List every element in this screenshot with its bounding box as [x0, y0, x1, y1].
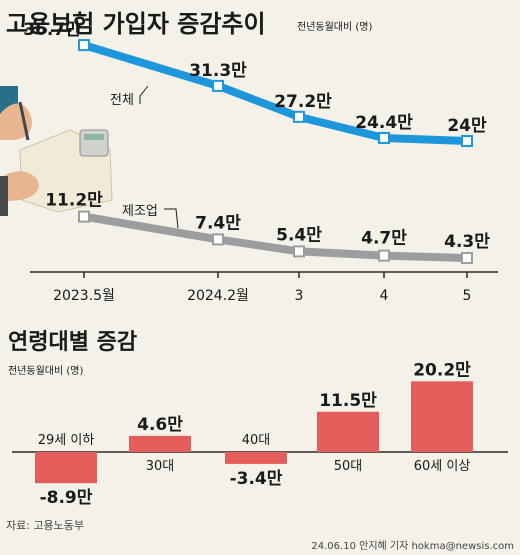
bar-category-label: 60세 이상 — [414, 459, 471, 474]
series-name-leader — [139, 85, 149, 104]
data-point — [78, 39, 90, 52]
bar-category-label: 40대 — [242, 433, 271, 448]
bar — [411, 381, 473, 452]
data-label: 31.3만 — [189, 61, 247, 81]
series-name-leader — [164, 208, 179, 229]
bar-value-label: 4.6만 — [137, 415, 183, 435]
line-chart-unit-note: 전년동월대비 (명) — [297, 21, 372, 33]
data-label: 24만 — [447, 116, 487, 136]
bar-category-label: 29세 이하 — [38, 433, 95, 448]
bar-chart-title: 연령대별 증감 — [8, 330, 137, 355]
x-tick-label: 2023.5월 — [53, 288, 115, 304]
credit-note: 24.06.10 안지혜 기자 hokma@newsis.com — [311, 540, 514, 552]
data-point — [378, 131, 390, 144]
data-label: 11.2만 — [45, 191, 103, 211]
bar — [35, 452, 97, 484]
bar-chart: -8.9만 29세 이하 4.6만 30대 -3.4만 40대 11.5만 50대 20.2만 6… — [12, 360, 508, 508]
bar-value-label: 20.2만 — [413, 360, 471, 380]
x-tick-label: 3 — [295, 288, 304, 304]
data-label: 4.7만 — [361, 229, 407, 249]
bar-category-label: 50대 — [334, 459, 363, 474]
data-point — [461, 135, 473, 147]
x-tick-label: 5 — [463, 288, 472, 304]
series-name-label: 제조업 — [122, 204, 158, 219]
data-point — [293, 245, 305, 258]
data-label: 27.2만 — [274, 92, 332, 112]
data-point — [212, 233, 224, 246]
data-label: 5.4만 — [276, 225, 322, 245]
data-label: 36.7만 — [23, 20, 81, 40]
data-point — [461, 252, 473, 264]
data-label: 7.4만 — [195, 213, 241, 233]
data-point — [212, 79, 224, 92]
bar — [129, 435, 191, 452]
source-note: 자료: 고용노동부 — [6, 519, 84, 532]
data-point — [378, 249, 390, 262]
data-label: 4.3만 — [444, 232, 490, 252]
x-tick-label: 4 — [380, 288, 389, 304]
series-name-label: 전체 — [110, 93, 134, 108]
line-chart-title: 고용보험 가입자 증감추이 — [6, 10, 266, 38]
bar-value-label: -8.9만 — [40, 488, 93, 508]
bar-value-label: 11.5만 — [319, 391, 377, 411]
line-chart: 36.7만 31.3만 27.2만 24.4만 24만 11.2만 7.4만 5.4만 4.7만… — [23, 20, 498, 304]
bar — [225, 452, 287, 464]
bar-chart-unit-note: 전년동월대비 (명) — [8, 365, 83, 377]
bar — [317, 411, 379, 452]
data-point — [293, 110, 305, 123]
bar-category-label: 30대 — [146, 459, 175, 474]
bar-value-label: -3.4만 — [230, 469, 283, 489]
data-label: 24.4만 — [355, 113, 413, 133]
illustration-hand-paper-calculator — [0, 86, 113, 216]
data-point — [78, 210, 90, 223]
x-tick-label: 2024.2월 — [187, 288, 249, 304]
